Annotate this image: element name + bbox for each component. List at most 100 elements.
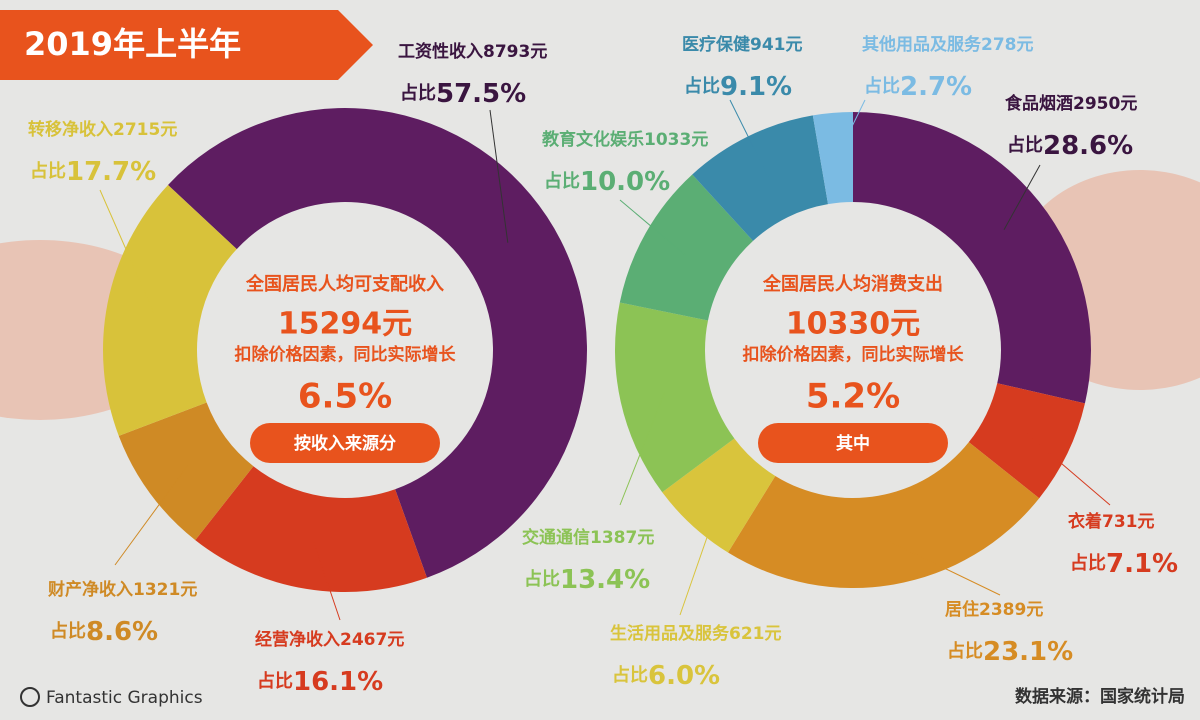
share-label: 占比16.1% — [257, 667, 383, 697]
amount-label: 2467元 — [340, 630, 404, 650]
center-growth: 6.5% — [298, 377, 392, 417]
share-value: 8.6% — [86, 617, 158, 647]
share-value: 2.7% — [900, 72, 972, 102]
segment-label: 居住2389元 — [945, 599, 1043, 620]
category-name: 财产净收入 — [47, 579, 133, 600]
category-name: 居住 — [945, 599, 979, 620]
category-name: 教育文化娱乐 — [541, 129, 644, 150]
donut-segment — [168, 107, 588, 578]
center-title: 全国居民人均消费支出 — [762, 273, 943, 295]
segment-label: 转移净收入2715元 — [28, 119, 177, 140]
center-total: 15294元 — [278, 307, 412, 342]
segment-label: 经营净收入2467元 — [255, 629, 404, 650]
center-button-label: 按收入来源分 — [294, 433, 396, 454]
share-value: 13.4% — [560, 565, 650, 595]
leader-line — [1003, 164, 1041, 231]
share-label: 占比9.1% — [684, 72, 792, 102]
amount-label: 941元 — [750, 35, 803, 55]
center-growth: 5.2% — [806, 377, 900, 417]
leader-line — [489, 109, 509, 243]
share-value: 28.6% — [1043, 131, 1133, 161]
share-label: 占比6.0% — [612, 661, 720, 691]
leader-line — [619, 391, 666, 506]
share-prefix: 占比 — [50, 620, 86, 642]
center-note: 扣除价格因素，同比实际增长 — [235, 344, 457, 365]
leader-line — [313, 542, 341, 621]
category-name: 其他用品及服务 — [862, 34, 982, 55]
segment-label: 生活用品及服务621元 — [610, 623, 782, 644]
donut-segment — [195, 466, 427, 592]
header-title: 2019年上半年 — [24, 25, 241, 63]
donut-segment — [615, 302, 735, 493]
leader-line — [836, 99, 866, 158]
segment-label: 食品烟酒2950元 — [1005, 93, 1137, 114]
amount-label: 8793元 — [483, 42, 547, 62]
category-name: 医疗保健 — [682, 34, 750, 55]
header-banner — [0, 10, 373, 80]
share-label: 占比17.7% — [30, 157, 156, 187]
donut-segment — [118, 402, 254, 541]
category-name: 交通通信 — [522, 527, 590, 548]
share-label: 占比10.0% — [544, 167, 670, 197]
leader-line — [619, 199, 686, 256]
category-name: 经营净收入 — [255, 629, 340, 650]
share-value: 6.0% — [648, 661, 720, 691]
center-note: 扣除价格因素，同比实际增长 — [743, 344, 965, 365]
share-prefix: 占比 — [1070, 552, 1106, 574]
share-label: 占比28.6% — [1007, 131, 1133, 161]
segment-label: 衣着731元 — [1068, 511, 1155, 532]
amount-label: 1321元 — [133, 580, 197, 600]
share-value: 16.1% — [293, 667, 383, 697]
segment-label: 医疗保健941元 — [682, 34, 803, 55]
amount-label: 621元 — [729, 624, 782, 644]
brand-icon — [20, 687, 40, 707]
donut-segment — [968, 383, 1085, 499]
share-value: 9.1% — [720, 72, 792, 102]
segment-label: 教育文化娱乐1033元 — [541, 129, 708, 150]
amount-label: 2950元 — [1073, 94, 1137, 114]
donut-segment — [103, 184, 237, 436]
center-button — [250, 423, 440, 463]
share-prefix: 占比 — [947, 640, 983, 662]
donut-segment — [692, 115, 829, 241]
amount-label: 2715元 — [113, 120, 177, 140]
amount-label: 1033元 — [644, 130, 708, 150]
donut-segment — [662, 438, 776, 553]
share-prefix: 占比 — [612, 664, 648, 686]
leader-line — [1026, 433, 1111, 506]
category-name: 转移净收入 — [28, 119, 113, 140]
share-label: 占比7.1% — [1070, 549, 1178, 579]
amount-label: 278元 — [981, 35, 1034, 55]
amount-label: 1387元 — [590, 528, 654, 548]
leader-line — [114, 465, 189, 566]
brand: Fantastic Graphics — [46, 688, 203, 708]
share-value: 57.5% — [436, 79, 526, 109]
center-total: 10330元 — [786, 307, 920, 342]
segment-label: 交通通信1387元 — [522, 527, 654, 548]
category-name: 衣着 — [1068, 511, 1102, 532]
center-button — [758, 423, 948, 463]
share-prefix: 占比 — [400, 82, 436, 104]
amount-label: 731元 — [1102, 512, 1155, 532]
share-prefix: 占比 — [684, 75, 720, 97]
leader-line — [99, 189, 155, 313]
share-prefix: 占比 — [257, 670, 293, 692]
segment-label: 工资性收入8793元 — [398, 41, 547, 62]
share-value: 10.0% — [580, 167, 670, 197]
source: 数据来源：国家统计局 — [1015, 686, 1185, 707]
share-prefix: 占比 — [544, 170, 580, 192]
share-prefix: 占比 — [524, 568, 560, 590]
leader-line — [885, 539, 1001, 596]
segment-label: 其他用品及服务278元 — [862, 34, 1034, 55]
donut-segment — [812, 112, 853, 205]
amount-label: 2389元 — [979, 600, 1043, 620]
share-label: 占比2.7% — [864, 72, 972, 102]
share-label: 占比8.6% — [50, 617, 158, 647]
share-value: 17.7% — [66, 157, 156, 187]
center-button-label: 其中 — [836, 433, 870, 454]
donut-segment — [853, 112, 1091, 404]
donut-segment — [728, 442, 1040, 588]
share-value: 7.1% — [1106, 549, 1178, 579]
